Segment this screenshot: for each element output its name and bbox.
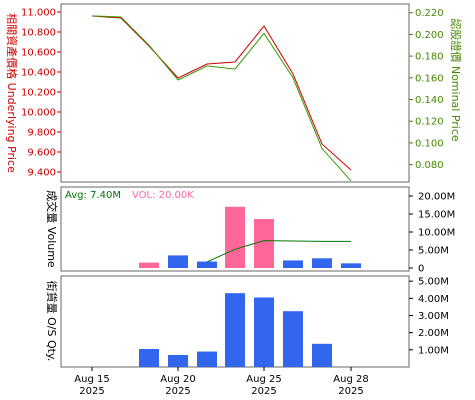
left-tick-label: 9.400 [27,168,56,179]
right-tick-label: 0.160 [415,73,444,84]
x-tick-label-year: 2025 [165,386,190,397]
left-tick-label: 10.800 [21,28,56,39]
x-tick-label-date: Aug 25 [246,374,281,385]
os-tick-label: 1.00M [418,345,449,356]
left-tick-label: 9.800 [27,128,56,139]
left-tick-label: 10.400 [21,68,56,79]
underlying-price-axis-title: 相關資產價格 Underlying Price [5,13,19,173]
left-tick-label: 10.000 [21,108,56,119]
x-tick-label-year: 2025 [338,386,363,397]
volume-tick-label: 5.00M [418,246,449,257]
x-tick-label-date: Aug 20 [160,374,195,385]
volume-bar [225,206,245,268]
right-tick-label: 0.220 [415,8,444,19]
os-tick-label: 5.00M [418,277,449,288]
volume-current-label: VOL: 20.00K [132,190,194,201]
left-tick-label: 10.600 [21,48,56,59]
os-qty-bar [168,354,188,367]
volume-tick-label: 0 [418,264,424,275]
volume-bar [283,260,303,268]
price-panel-frame [60,3,410,183]
volume-bar [139,262,159,268]
volume-average-line [206,240,351,263]
right-tick-label: 0.120 [415,117,444,128]
right-tick-label: 0.180 [415,52,444,63]
volume-average-label: Avg: 7.40M [65,190,121,201]
os-tick-label: 4.00M [418,294,449,305]
warrant-price-line [91,15,352,182]
volume-tick-label: 20.00M [418,192,455,203]
os-tick-label: 2.00M [418,328,449,339]
right-tick-label: 0.200 [415,30,444,41]
left-tick-label: 9.600 [27,148,56,159]
right-tick-label: 0.080 [415,160,444,171]
volume-bar [341,263,361,268]
right-tick-label: 0.140 [415,95,444,106]
volume-bar [254,219,274,268]
os-qty-bar [197,351,217,367]
volume-bar [168,255,188,268]
volume-tick-label: 10.00M [418,228,455,239]
os-qty-bar [283,311,303,367]
volume-bar [197,261,217,268]
os-qty-bar [254,297,274,367]
os-tick-label: 3.00M [418,311,449,322]
x-tick-label-date: Aug 15 [74,374,109,385]
left-tick-label: 11.000 [21,8,56,19]
volume-tick-label: 15.00M [418,210,455,221]
left-tick-label: 10.200 [21,88,56,99]
right-tick-label: 0.100 [415,138,444,149]
volume-axis-title: 成交量 Volume [45,190,59,268]
volume-bar [312,258,332,268]
x-tick-label-year: 2025 [251,386,276,397]
nominal-price-axis-title: 認股證價 Nominal Price [449,18,463,142]
os-qty-bar [225,293,245,367]
os-qty-bar [312,343,332,367]
x-tick-label-date: Aug 28 [333,374,368,385]
underlying-price-line [91,15,352,171]
os-qty-bar [139,348,159,367]
os-qty-axis-title: 街貨量 O/S Qty. [45,281,59,362]
x-tick-label-year: 2025 [79,386,104,397]
